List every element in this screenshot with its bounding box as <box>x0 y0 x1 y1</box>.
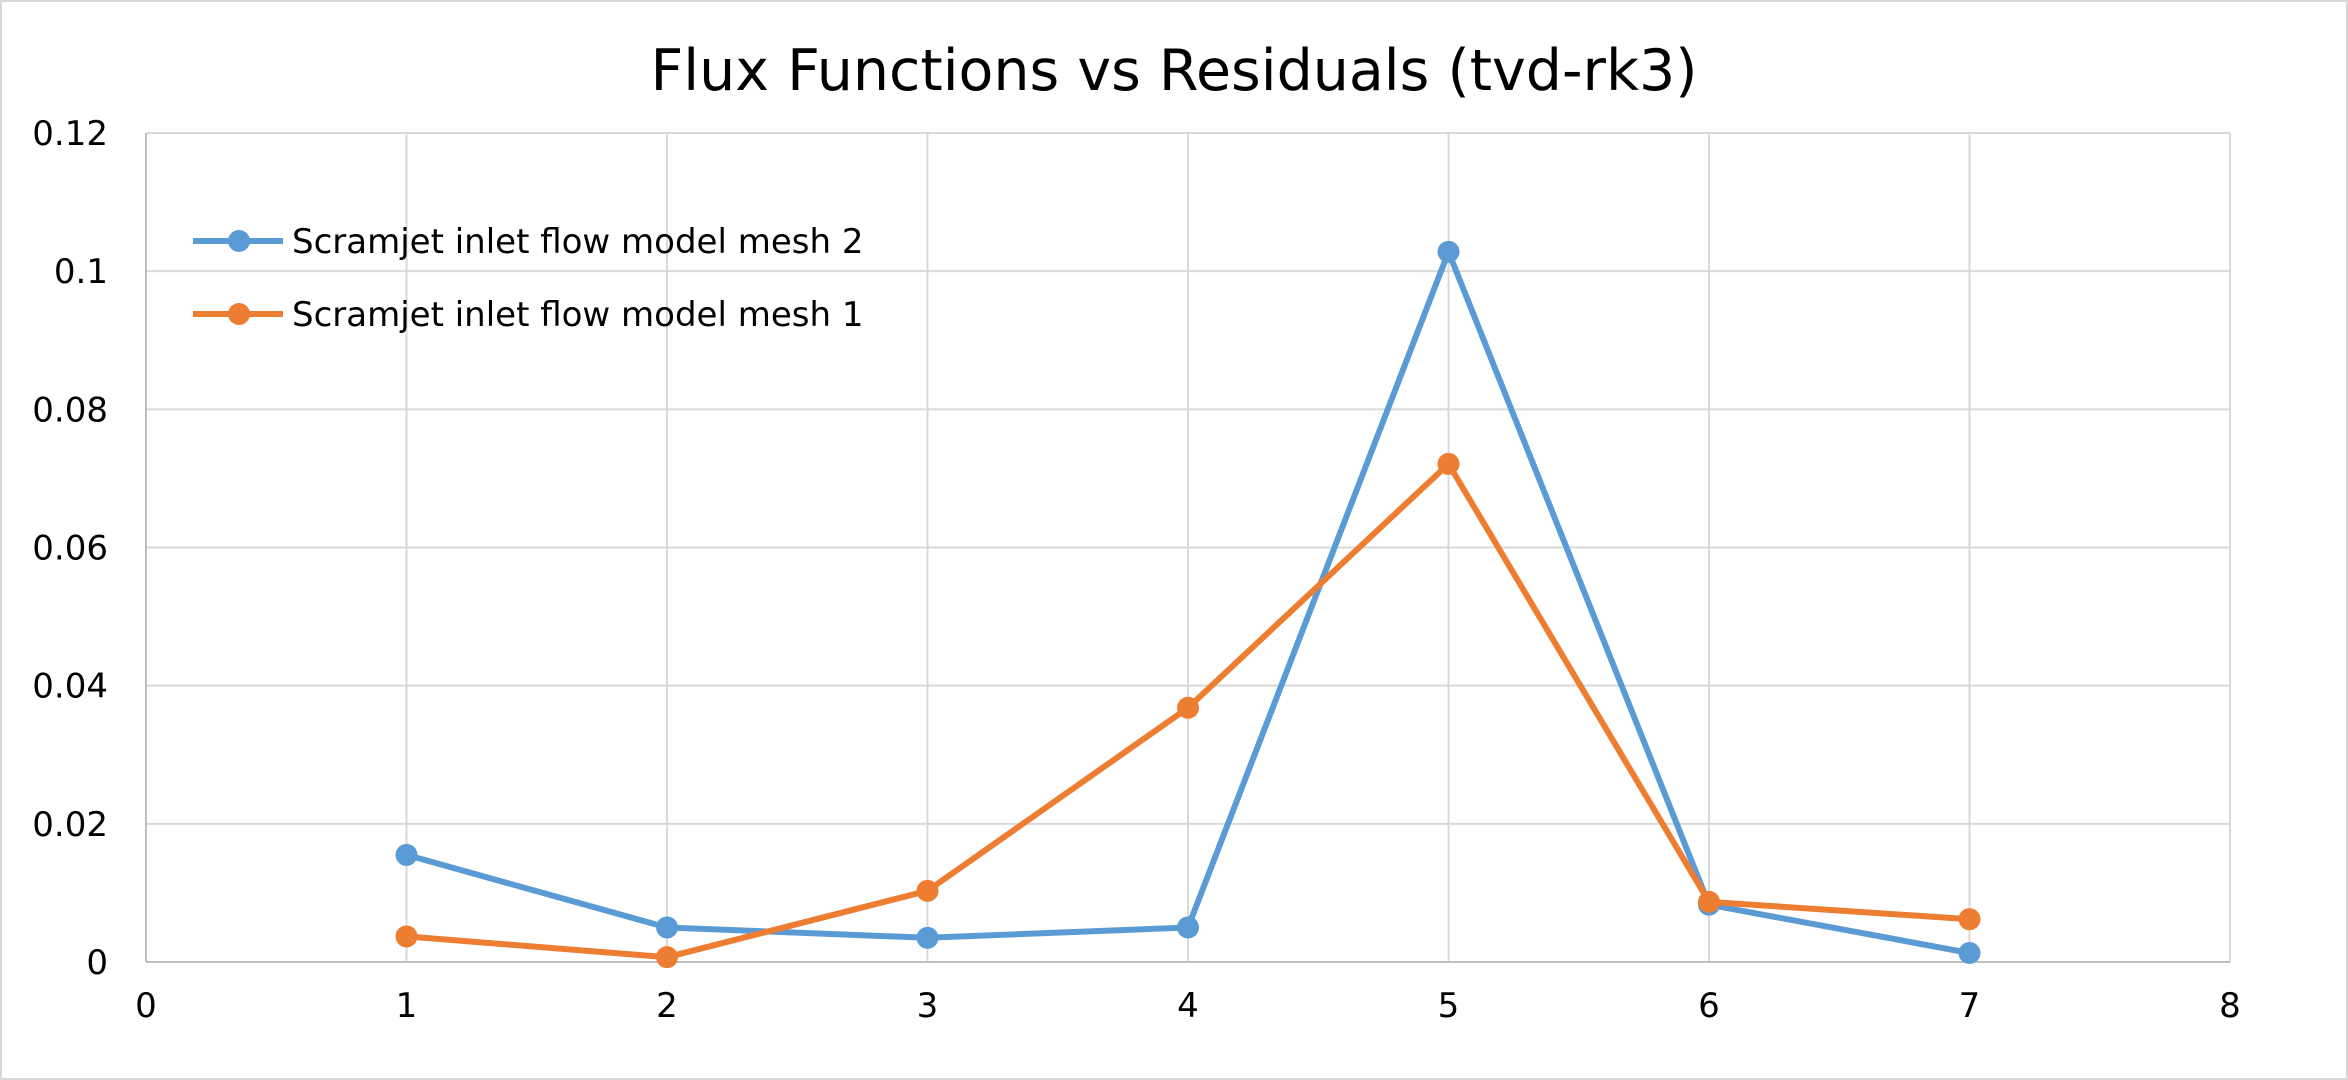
x-tick-label: 3 <box>917 986 939 1026</box>
y-tick-label: 0.06 <box>32 529 108 569</box>
x-tick-label: 4 <box>1177 986 1199 1026</box>
legend-entry: Scramjet inlet flow model mesh 1 <box>193 295 863 335</box>
data-point <box>916 879 939 902</box>
x-tick-label: 5 <box>1438 986 1460 1026</box>
data-point <box>1698 890 1720 913</box>
legend-swatch-marker <box>228 303 250 325</box>
x-tick-label: 6 <box>1698 986 1720 1026</box>
x-tick-label: 1 <box>396 986 418 1026</box>
y-tick-label: 0.08 <box>32 390 108 430</box>
data-point <box>656 946 678 969</box>
data-point <box>1437 240 1460 263</box>
data-point <box>1958 942 1981 965</box>
x-tick-label: 7 <box>1959 986 1981 1026</box>
series <box>395 240 1981 969</box>
data-point <box>1177 916 1199 939</box>
data-point <box>1958 908 1981 931</box>
y-tick-label: 0.1 <box>54 252 108 292</box>
legend-label: Scramjet inlet flow model mesh 1 <box>292 295 863 335</box>
x-tick-label: 8 <box>2219 986 2241 1026</box>
grid <box>146 132 2231 962</box>
data-point <box>1437 452 1460 475</box>
y-tick-label: 0.12 <box>32 114 108 154</box>
y-tick-label: 0.02 <box>32 805 108 845</box>
data-point <box>1177 696 1199 719</box>
legend-label: Scramjet inlet flow model mesh 2 <box>292 222 863 262</box>
series-2 <box>395 452 1981 969</box>
data-point <box>395 925 418 948</box>
x-tick-label: 0 <box>135 986 157 1026</box>
y-tick-label: 0 <box>86 943 108 983</box>
legend-entry: Scramjet inlet flow model mesh 2 <box>193 222 863 262</box>
legend: Scramjet inlet flow model mesh 2 Scramjet… <box>193 222 863 335</box>
legend-swatch-marker <box>228 230 250 252</box>
data-point <box>395 843 418 866</box>
data-point <box>916 926 939 949</box>
axes <box>145 133 2230 963</box>
data-point <box>656 916 678 939</box>
chart-title: Flux Functions vs Residuals (tvd-rk3) <box>650 38 1698 104</box>
tick-labels: 0 0.02 0.04 0.06 0.08 0.1 0.12 0 1 2 3 4 5 6 7 8 <box>32 114 2241 1026</box>
y-tick-label: 0.04 <box>32 667 108 707</box>
x-tick-label: 2 <box>656 986 678 1026</box>
